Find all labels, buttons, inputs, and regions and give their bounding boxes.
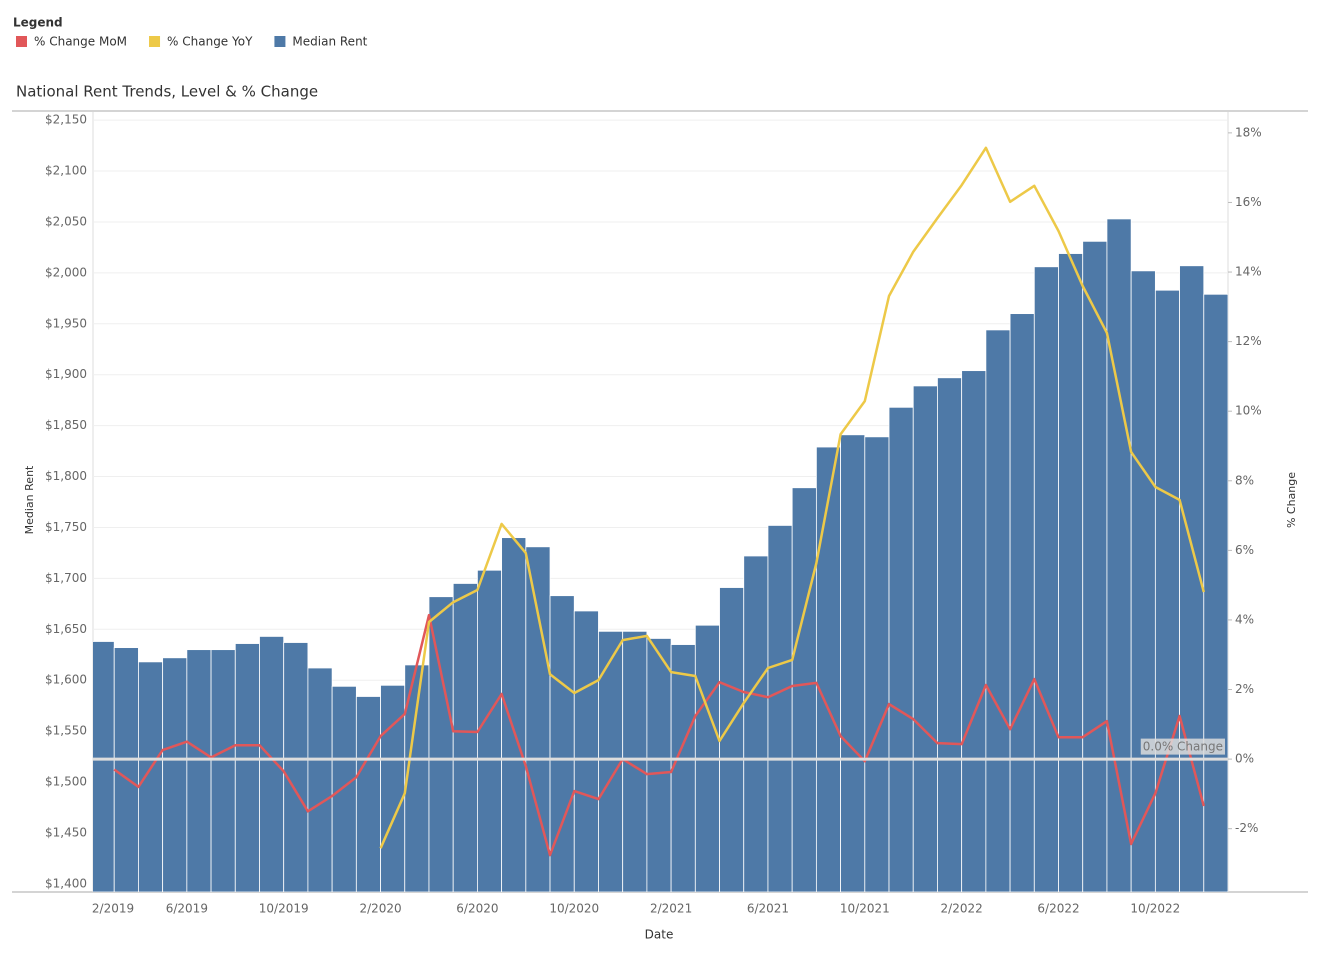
bar: [234, 643, 260, 892]
bar: [380, 684, 406, 892]
y-tick-label: $1,400: [45, 876, 87, 890]
legend-swatch: [149, 36, 161, 47]
y-tick-label: $2,100: [45, 164, 87, 178]
reference-label: 0.0% Change: [1143, 740, 1223, 754]
bar: [162, 657, 188, 892]
legend-label: Median Rent: [292, 35, 367, 49]
y2-tick-label: -2%: [1235, 821, 1258, 835]
bar: [1106, 218, 1132, 892]
y2-axis-title: % Change: [1285, 472, 1298, 528]
legend-label: % Change YoY: [167, 35, 253, 49]
y-tick-label: $2,000: [45, 265, 87, 279]
x-tick-label: 2/2021: [650, 902, 692, 916]
x-tick-label: 6/2022: [1037, 902, 1079, 916]
y2-tick-label: 4%: [1235, 612, 1254, 626]
y-tick-label: $2,050: [45, 214, 87, 228]
legend-label: % Change MoM: [34, 35, 127, 49]
bar: [961, 370, 987, 892]
y-tick-label: $1,800: [45, 469, 87, 483]
y-axis-title: Median Rent: [23, 465, 36, 534]
bar: [138, 661, 164, 892]
bar: [452, 583, 478, 892]
y-tick-label: $1,750: [45, 520, 87, 534]
line: [379, 146, 1206, 849]
bar: [1154, 289, 1180, 892]
bar: [743, 555, 769, 892]
bar: [93, 641, 115, 892]
chart-title: National Rent Trends, Level & % Change: [16, 83, 318, 101]
x-tick-label: 2/2020: [359, 902, 401, 916]
bar: [598, 630, 624, 892]
y-tick-label: $1,600: [45, 673, 87, 687]
bar: [477, 569, 503, 892]
bar: [331, 685, 357, 892]
bar: [525, 546, 551, 892]
bar: [912, 385, 938, 892]
x-tick-label: 2/2022: [941, 902, 983, 916]
y2-tick-label: 6%: [1235, 543, 1254, 557]
y2-tick-label: 10%: [1235, 404, 1262, 418]
bar: [888, 406, 914, 892]
bar: [670, 644, 696, 892]
plot: [93, 146, 1228, 892]
y2-tick-label: 8%: [1235, 473, 1254, 487]
bar: [186, 649, 212, 892]
y-tick-label: $1,700: [45, 571, 87, 585]
bar: [1058, 253, 1084, 892]
y2-tick-label: 2%: [1235, 682, 1254, 696]
x-axis-title: Date: [645, 928, 674, 942]
y2-tick-label: 18%: [1235, 125, 1262, 139]
y2-tick-label: 14%: [1235, 265, 1262, 279]
legend-swatch: [274, 36, 286, 47]
bar: [1082, 240, 1108, 892]
bar: [646, 638, 672, 892]
bar: [815, 446, 841, 892]
bar: [719, 587, 745, 892]
bar: [1203, 293, 1228, 892]
y-tick-label: $1,950: [45, 316, 87, 330]
legend-title: Legend: [13, 16, 63, 30]
y-tick-label: $1,500: [45, 775, 87, 789]
y-tick-label: $2,150: [45, 113, 87, 127]
line: [113, 613, 1206, 857]
bar: [210, 649, 236, 892]
y2-tick-label: 0%: [1235, 752, 1254, 766]
bar: [113, 647, 139, 892]
x-tick-label: 6/2019: [166, 902, 208, 916]
y-tick-label: $1,650: [45, 622, 87, 636]
x-tick-label: 6/2021: [747, 902, 789, 916]
x-tick-label: 10/2020: [549, 902, 599, 916]
bar: [428, 596, 454, 892]
bar: [307, 667, 333, 892]
bar: [1130, 270, 1156, 892]
bar: [985, 329, 1011, 892]
bar: [259, 636, 285, 892]
bar: [1033, 266, 1059, 892]
x-tick-label: 10/2022: [1130, 902, 1180, 916]
reference-label-bg: [1140, 738, 1225, 755]
x-tick-label: 6/2020: [456, 902, 498, 916]
legend-swatch: [16, 36, 27, 47]
x-tick-label: 10/2019: [259, 902, 309, 916]
bar: [767, 525, 793, 892]
bar: [864, 436, 890, 892]
bar: [573, 610, 599, 892]
bar: [1009, 313, 1035, 892]
y-tick-label: $1,850: [45, 418, 87, 432]
bar: [355, 696, 381, 892]
bar: [937, 377, 963, 892]
bar: [501, 537, 527, 892]
bar: [840, 434, 866, 892]
x-tick-label: 10/2021: [840, 902, 890, 916]
bar: [791, 487, 817, 892]
y-tick-label: $1,550: [45, 724, 87, 738]
x-tick-label: 2/2019: [92, 902, 134, 916]
y2-tick-label: 16%: [1235, 195, 1262, 209]
bar: [283, 642, 309, 892]
y-tick-label: $1,900: [45, 367, 87, 381]
y2-tick-label: 12%: [1235, 334, 1262, 348]
y-tick-label: $1,450: [45, 825, 87, 839]
